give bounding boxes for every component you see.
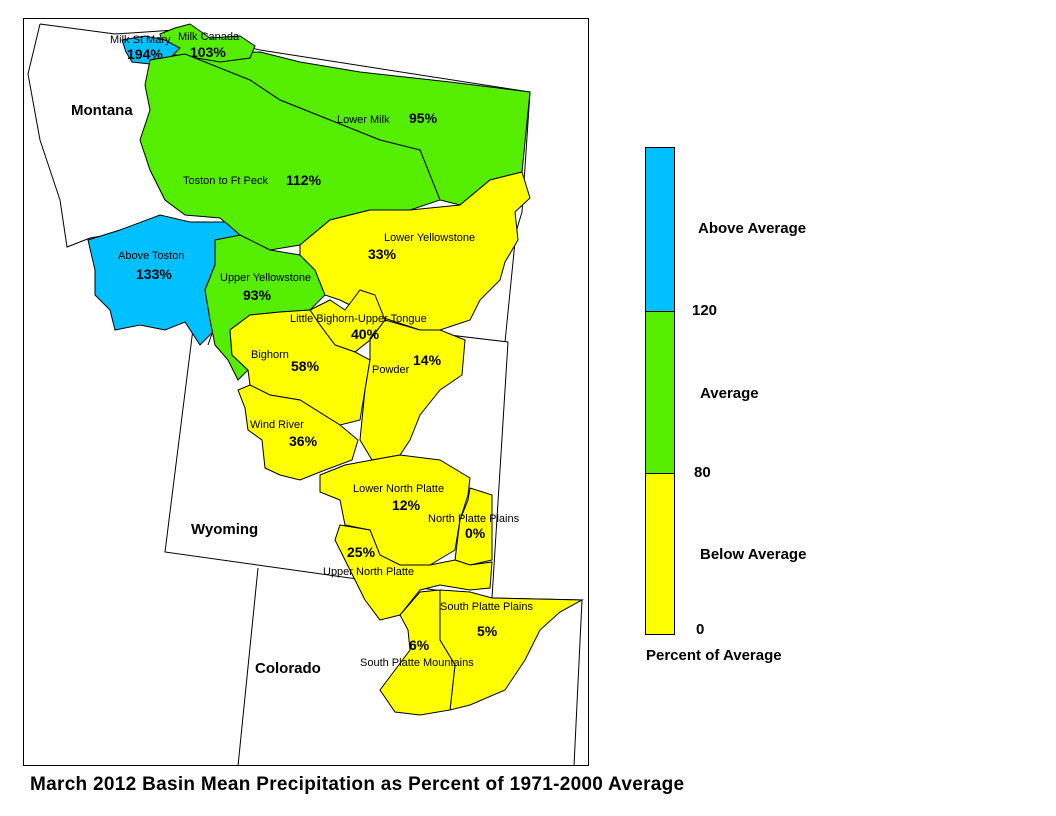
basin-pct-milk-st-mary: 194% [127, 46, 163, 62]
basin-label-lower-milk: Lower Milk [337, 114, 390, 126]
basin-pct-milk-canada: 103% [190, 44, 226, 60]
basin-pct-lower-milk: 95% [409, 110, 438, 126]
basin-label-north-platte-plains: North Platte Plains [428, 513, 520, 525]
basin-polygon-south-platte-mountains [379, 589, 456, 716]
basin-label-little-bighorn-upper-tongue: Little Bighorn-Upper Tongue [290, 313, 427, 325]
legend-tick-0: 0 [696, 621, 705, 638]
basin-label-upper-yellowstone: Upper Yellowstone [220, 272, 311, 284]
basin-label-upper-north-platte: Upper North Platte [323, 566, 414, 578]
basin-label-milk-st-mary: Milk St Mary [110, 34, 171, 46]
basin-pct-lower-yellowstone: 33% [368, 246, 397, 262]
basin-label-lower-north-platte: Lower North Platte [353, 483, 444, 495]
basin-polygon-lower-north-platte [319, 454, 471, 566]
map-caption: March 2012 Basin Mean Precipitation as P… [30, 774, 685, 795]
basin-polygon-upper-north-platte [334, 524, 493, 621]
basin-label-above-toston: Above Toston [118, 250, 184, 262]
state-label-montana: Montana [71, 102, 133, 119]
legend-color-bar [645, 147, 675, 635]
basin-pct-little-bighorn-upper-tongue: 40% [351, 326, 380, 342]
basin-label-toston-to-ft-peck: Toston to Ft Peck [183, 175, 268, 187]
basin-pct-bighorn: 58% [291, 358, 320, 374]
basin-label-wind-river: Wind River [250, 419, 304, 431]
basin-pct-upper-yellowstone: 93% [243, 287, 272, 303]
state-label-wyoming: Wyoming [191, 521, 258, 538]
legend-swatch-below-average [646, 473, 674, 634]
basin-label-milk-canada: Milk Canada [178, 31, 240, 43]
basin-pct-powder: 14% [413, 352, 442, 368]
legend-tick-80: 80 [694, 464, 711, 481]
basin-pct-south-platte-mountains: 6% [409, 637, 430, 653]
basin-label-lower-yellowstone: Lower Yellowstone [384, 232, 475, 244]
legend-swatch-average [646, 311, 674, 473]
basin-label-south-platte-mountains: South Platte Mountains [360, 657, 474, 669]
basin-polygon-wind-river [237, 384, 359, 481]
state-label-colorado: Colorado [255, 660, 321, 677]
basin-pct-unnamed-basin: 25% [347, 544, 376, 560]
basin-label-powder: Powder [372, 364, 410, 376]
legend-label-average: Average [700, 385, 759, 402]
basin-pct-wind-river: 36% [289, 433, 318, 449]
legend-label-above-average: Above Average [698, 220, 807, 237]
basin-pct-lower-north-platte: 12% [392, 497, 421, 513]
basin-label-bighorn: Bighorn [251, 349, 289, 361]
basin-pct-toston-to-ft-peck: 112% [286, 172, 322, 188]
basin-pct-south-platte-plains: 5% [477, 623, 498, 639]
basin-pct-above-toston: 133% [136, 266, 172, 282]
legend-title: Percent of Average [646, 647, 782, 664]
basin-label-south-platte-plains: South Platte Plains [440, 601, 533, 613]
basin-pct-north-platte-plains: 0% [465, 525, 486, 541]
legend-tick-120: 120 [692, 302, 718, 319]
basin-polygon-lower-yellowstone [299, 171, 531, 331]
legend-label-below-average: Below Average [700, 546, 807, 563]
basin-polygon-powder [359, 319, 466, 461]
legend-swatch-above-average [646, 148, 674, 311]
